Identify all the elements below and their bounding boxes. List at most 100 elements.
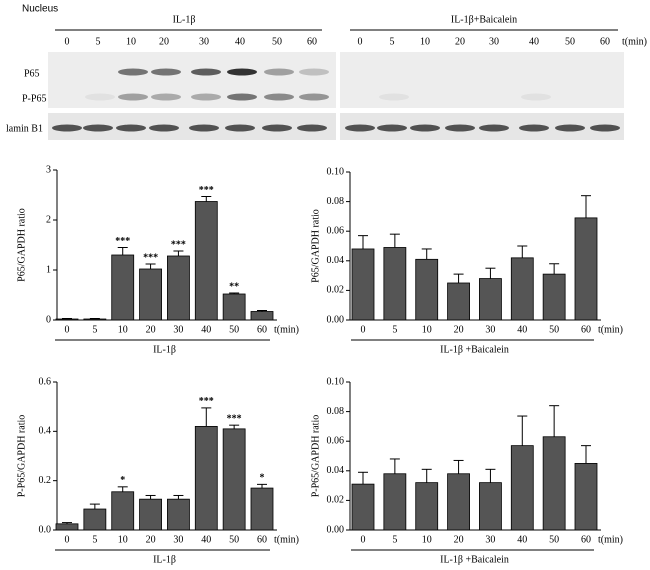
bar xyxy=(415,258,439,321)
blot-band xyxy=(555,124,585,132)
time-label: 50 xyxy=(565,36,575,47)
x-tick-label: 0 xyxy=(361,534,366,545)
blot-band xyxy=(52,124,82,132)
significance-label: *** xyxy=(199,185,214,196)
blot-band xyxy=(118,68,148,76)
x-tick-label: 40 xyxy=(517,324,527,335)
y-tick-label: 0.08 xyxy=(327,406,345,417)
blot-band xyxy=(118,93,148,101)
bar xyxy=(574,462,598,531)
y-tick-label: 0.10 xyxy=(327,376,345,387)
x-tick-label: 50 xyxy=(549,324,559,335)
time-label: 50 xyxy=(272,36,282,47)
x-tick-label: 5 xyxy=(92,324,97,335)
row-label: P-P65 xyxy=(22,93,46,104)
time-label: 10 xyxy=(420,36,430,47)
x-axis-label: IL-1β xyxy=(153,554,176,565)
blot-band xyxy=(519,124,549,132)
blot-band xyxy=(191,68,221,76)
x-tick-label: 60 xyxy=(581,534,591,545)
bar xyxy=(479,482,502,531)
x-tick-label: 20 xyxy=(454,324,464,335)
x-unit-label: t(min) xyxy=(598,324,623,335)
bar xyxy=(194,425,218,531)
bar xyxy=(83,508,107,531)
significance-label: *** xyxy=(115,236,130,247)
x-tick-label: 0 xyxy=(361,324,366,335)
group-label: IL-1β xyxy=(173,14,196,25)
bar xyxy=(222,428,246,531)
time-label: 20 xyxy=(159,36,169,47)
bar xyxy=(510,445,534,531)
x-unit-label: t(min) xyxy=(274,534,299,545)
significance-label: *** xyxy=(199,396,214,407)
y-tick-label: 1 xyxy=(46,264,51,275)
x-tick-label: 60 xyxy=(257,534,267,545)
bar xyxy=(510,257,534,321)
y-tick-label: 0.00 xyxy=(327,524,345,535)
y-tick-label: 0.06 xyxy=(327,225,345,236)
blot-band xyxy=(227,93,257,101)
y-axis-label: P-P65/GAPDH ratio xyxy=(310,415,321,498)
blot-band xyxy=(297,124,327,132)
significance-label: *** xyxy=(143,252,158,263)
bar xyxy=(139,268,162,321)
x-tick-label: 60 xyxy=(257,324,267,335)
bar xyxy=(447,282,470,321)
blot-panel xyxy=(48,82,336,108)
blot-band xyxy=(227,68,257,76)
x-tick-label: 10 xyxy=(118,534,128,545)
y-tick-label: 0.0 xyxy=(39,524,52,535)
x-axis-label: IL-1β xyxy=(153,344,176,355)
y-tick-label: 0.02 xyxy=(327,285,345,296)
x-tick-label: 5 xyxy=(92,534,97,545)
x-tick-label: 0 xyxy=(65,534,70,545)
y-tick-label: 0.4 xyxy=(39,426,52,437)
row-label: P65 xyxy=(24,68,40,79)
x-unit-label: t(min) xyxy=(598,534,623,545)
x-tick-label: 50 xyxy=(229,534,239,545)
y-tick-label: 0.6 xyxy=(39,376,52,387)
bar xyxy=(222,293,246,321)
x-axis-label: IL-1β +Baicalein xyxy=(440,554,509,565)
bar xyxy=(250,487,274,531)
blot-band xyxy=(521,93,551,101)
unit-label: t(min) xyxy=(622,36,647,47)
y-tick-label: 0 xyxy=(46,314,51,325)
y-axis-label: P65/GAPDH ratio xyxy=(310,209,321,283)
y-tick-label: 3 xyxy=(46,164,51,175)
x-tick-label: 0 xyxy=(65,324,70,335)
x-unit-label: t(min) xyxy=(274,324,299,335)
x-tick-label: 20 xyxy=(146,324,156,335)
y-tick-label: 2 xyxy=(46,214,51,225)
bar xyxy=(415,482,439,531)
bar xyxy=(383,473,407,531)
x-tick-label: 30 xyxy=(173,534,183,545)
y-tick-label: 0.10 xyxy=(327,166,345,177)
bar xyxy=(167,498,190,531)
x-tick-label: 50 xyxy=(229,324,239,335)
blot-band xyxy=(445,124,475,132)
time-label: 30 xyxy=(489,36,499,47)
blot-band xyxy=(151,68,181,76)
x-tick-label: 5 xyxy=(392,534,397,545)
x-tick-label: 10 xyxy=(422,324,432,335)
row-label: lamin B1 xyxy=(6,123,43,134)
x-tick-label: 30 xyxy=(173,324,183,335)
blot-band xyxy=(191,93,221,101)
blot-band xyxy=(149,124,179,132)
bar xyxy=(139,498,162,531)
bar xyxy=(194,201,218,321)
time-label: 60 xyxy=(600,36,610,47)
time-label: 5 xyxy=(96,36,101,47)
y-tick-label: 0.2 xyxy=(39,475,52,486)
blot-band xyxy=(116,124,146,132)
time-label: 0 xyxy=(358,36,363,47)
blot-band xyxy=(377,124,407,132)
x-tick-label: 20 xyxy=(454,534,464,545)
y-tick-label: 0.00 xyxy=(327,314,345,325)
blot-band xyxy=(345,124,375,132)
significance-label: *** xyxy=(227,413,242,424)
y-tick-label: 0.04 xyxy=(327,465,345,476)
blot-band xyxy=(225,124,255,132)
